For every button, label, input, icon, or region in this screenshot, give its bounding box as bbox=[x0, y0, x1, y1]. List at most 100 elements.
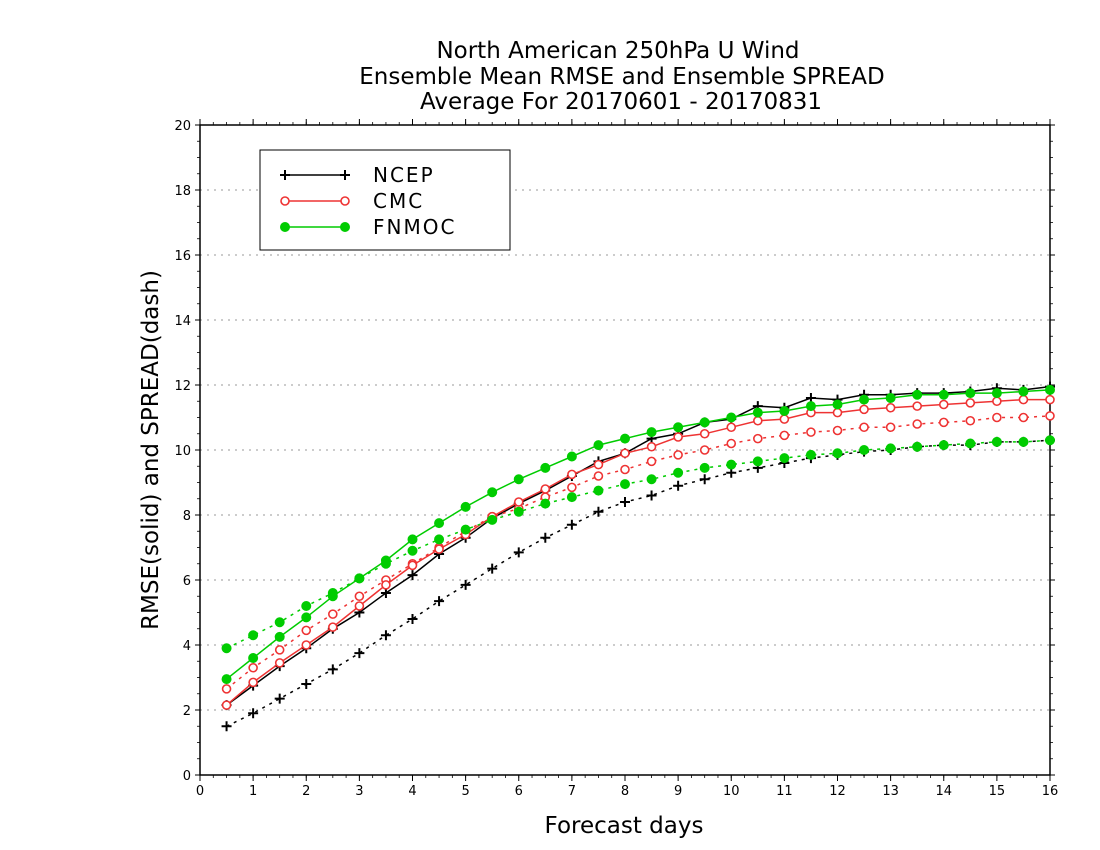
fnmoc-rmse-point bbox=[832, 399, 843, 410]
x-tick-label: 5 bbox=[461, 784, 469, 799]
fnmoc-rmse-point bbox=[1018, 386, 1029, 397]
cmc-spread-point bbox=[620, 464, 630, 475]
cmc-spread-point bbox=[726, 438, 737, 449]
fnmoc-rmse-point bbox=[301, 612, 312, 623]
legend-marker bbox=[280, 170, 290, 180]
cmc-rmse-point bbox=[274, 658, 285, 668]
ncep-spread-point bbox=[248, 708, 259, 719]
fnmoc-spread-point bbox=[991, 436, 1002, 447]
fnmoc-rmse-point bbox=[699, 417, 710, 428]
fnmoc-spread-point bbox=[699, 462, 710, 473]
fnmoc-rmse-point bbox=[327, 591, 338, 602]
legend-marker bbox=[340, 170, 350, 180]
fnmoc-rmse-line bbox=[226, 389, 1051, 680]
ncep-spread-point bbox=[407, 614, 418, 624]
cmc-rmse-point bbox=[407, 560, 418, 571]
y-tick-label: 20 bbox=[174, 119, 191, 134]
fnmoc-spread-point bbox=[859, 445, 870, 455]
fnmoc-rmse-point bbox=[513, 474, 524, 485]
cmc-spread-point bbox=[912, 419, 922, 429]
fnmoc-spread-point bbox=[1018, 436, 1029, 447]
cmc-rmse-series bbox=[221, 394, 1055, 710]
fnmoc-spread-point bbox=[434, 534, 445, 545]
cmc-rmse-point bbox=[248, 677, 258, 688]
fnmoc-spread-point bbox=[620, 479, 630, 490]
y-tick-label: 12 bbox=[174, 379, 191, 394]
fnmoc-spread-point bbox=[805, 449, 816, 460]
x-tick-label: 4 bbox=[408, 784, 416, 799]
fnmoc-spread-point bbox=[752, 456, 763, 467]
x-tick-label: 16 bbox=[1042, 784, 1059, 799]
cmc-spread-point bbox=[699, 445, 710, 455]
fnmoc-rmse-point bbox=[912, 389, 923, 400]
ncep-spread-point bbox=[434, 596, 445, 607]
cmc-spread-point bbox=[832, 425, 843, 436]
legend-label-ncep: NCEP bbox=[373, 163, 435, 187]
fnmoc-rmse-point bbox=[434, 518, 445, 529]
cmc-spread-point bbox=[221, 684, 232, 694]
fnmoc-rmse-point bbox=[805, 401, 816, 412]
title-line-2: Ensemble Mean RMSE and Ensemble SPREAD bbox=[359, 64, 884, 90]
y-tick-label: 18 bbox=[174, 184, 191, 199]
fnmoc-spread-point bbox=[248, 630, 259, 641]
ncep-spread-point bbox=[221, 721, 232, 732]
cmc-rmse-point bbox=[620, 448, 630, 459]
legend-box bbox=[259, 149, 511, 251]
ncep-spread-point bbox=[673, 480, 684, 491]
cmc-rmse-point bbox=[779, 414, 790, 424]
fnmoc-spread-point bbox=[965, 438, 976, 449]
x-tick-label: 3 bbox=[355, 784, 363, 799]
ncep-spread-point bbox=[566, 519, 577, 530]
cmc-rmse-point bbox=[301, 640, 312, 650]
ncep-spread-point bbox=[513, 547, 524, 558]
ncep-spread-point bbox=[699, 474, 710, 485]
cmc-rmse-point bbox=[593, 459, 604, 470]
fnmoc-rmse-point bbox=[354, 573, 365, 584]
ncep-spread-point bbox=[380, 630, 391, 641]
cmc-spread-point bbox=[806, 427, 816, 437]
fnmoc-rmse-point bbox=[460, 501, 471, 512]
fnmoc-spread-point bbox=[301, 601, 312, 611]
y-tick-label: 16 bbox=[174, 249, 191, 264]
y-tick-label: 4 bbox=[183, 639, 191, 654]
ncep-spread-line bbox=[226, 439, 1051, 727]
fnmoc-spread-point bbox=[885, 443, 896, 454]
x-tick-label: 12 bbox=[829, 784, 846, 799]
fnmoc-rmse-point bbox=[380, 555, 391, 566]
fnmoc-spread-point bbox=[726, 459, 737, 470]
cmc-spread-point bbox=[593, 471, 604, 481]
fnmoc-rmse-series bbox=[221, 384, 1055, 685]
cmc-rmse-point bbox=[753, 415, 763, 426]
ncep-spread-point bbox=[646, 490, 657, 501]
cmc-rmse-point bbox=[540, 484, 551, 494]
cmc-rmse-point bbox=[434, 544, 444, 554]
fnmoc-rmse-point bbox=[965, 388, 976, 399]
y-axis-label: RMSE(solid) and SPREAD(dash) bbox=[138, 270, 164, 630]
cmc-rmse-point bbox=[646, 441, 657, 452]
title-line-3: Average For 20170601 - 20170831 bbox=[420, 89, 822, 115]
fnmoc-rmse-point bbox=[726, 412, 737, 423]
ncep-rmse-line bbox=[226, 385, 1051, 706]
fnmoc-rmse-point bbox=[407, 534, 418, 545]
x-tick-label: 6 bbox=[515, 784, 523, 799]
y-tick-label: 6 bbox=[183, 574, 191, 589]
x-tick-label: 15 bbox=[989, 784, 1006, 799]
fnmoc-rmse-point bbox=[487, 487, 498, 498]
fnmoc-rmse-point bbox=[859, 394, 870, 405]
y-tick-label: 14 bbox=[174, 314, 191, 329]
y-tick-label: 10 bbox=[174, 444, 191, 459]
fnmoc-rmse-point bbox=[221, 674, 232, 685]
legend-item-ncep: NCEP bbox=[280, 163, 435, 187]
fnmoc-spread-point bbox=[912, 441, 923, 452]
cmc-rmse-point bbox=[354, 601, 365, 611]
cmc-spread-point bbox=[673, 450, 683, 460]
fnmoc-rmse-point bbox=[248, 653, 259, 663]
cmc-spread-point bbox=[938, 417, 949, 428]
cmc-spread-point bbox=[779, 430, 790, 441]
fnmoc-spread-line bbox=[226, 439, 1051, 649]
fnmoc-spread-point bbox=[779, 453, 790, 464]
cmc-rmse-point bbox=[673, 432, 683, 442]
